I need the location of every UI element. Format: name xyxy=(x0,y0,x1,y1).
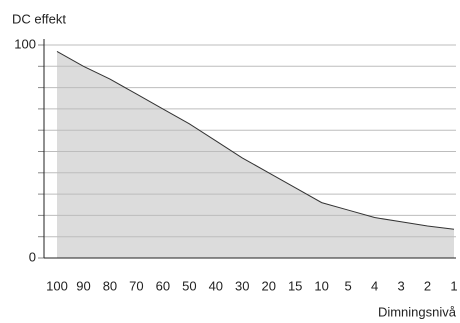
x-tick-label: 100 xyxy=(46,278,68,293)
line xyxy=(56,50,455,230)
x-tick-label: 20 xyxy=(261,278,275,293)
x-tick-label: 90 xyxy=(76,278,90,293)
y-tick-label: 0 xyxy=(29,249,36,264)
x-tick-label: 30 xyxy=(235,278,249,293)
x-tick-label: 3 xyxy=(397,278,404,293)
x-tick-label: 15 xyxy=(288,278,302,293)
area xyxy=(57,51,454,258)
x-tick-label: 10 xyxy=(314,278,328,293)
y-axis-label: DC effekt xyxy=(12,11,66,26)
x-tick-label: 1 xyxy=(450,278,457,293)
x-tick-label: 5 xyxy=(345,278,352,293)
x-axis-label: Dimningsnivå xyxy=(378,304,457,319)
x-tick-label: 80 xyxy=(103,278,117,293)
x-tick-label: 40 xyxy=(209,278,223,293)
x-tick-label: 4 xyxy=(371,278,378,293)
x-tick-label: 70 xyxy=(129,278,143,293)
x-tick-label: 60 xyxy=(156,278,170,293)
x-tick-label: 50 xyxy=(182,278,196,293)
x-tick-label: 2 xyxy=(424,278,431,293)
y-tick-label: 100 xyxy=(14,36,36,51)
